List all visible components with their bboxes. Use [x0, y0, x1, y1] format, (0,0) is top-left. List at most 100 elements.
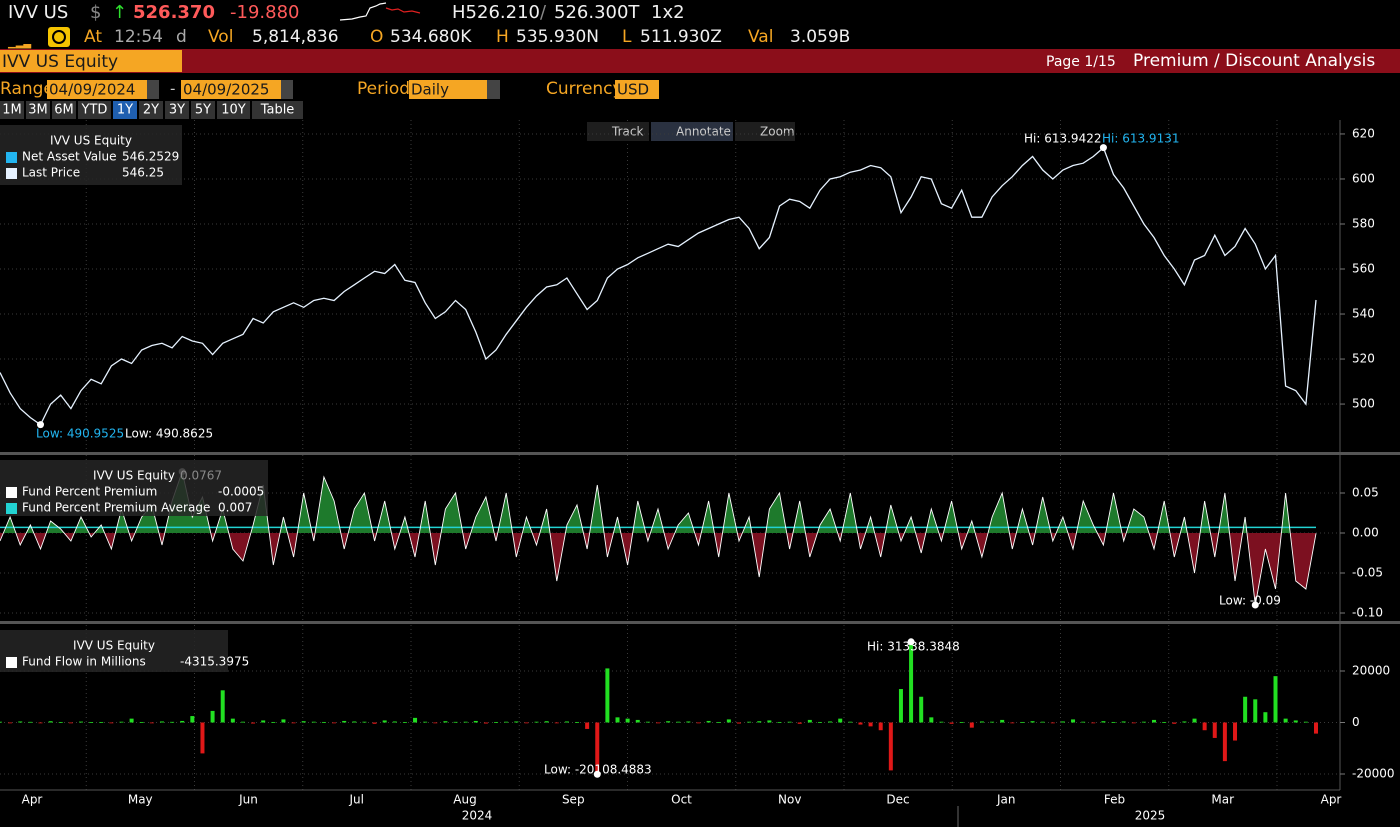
legend-value: -4315.3975 [180, 655, 249, 669]
y-tick-label: -0.05 [1352, 566, 1383, 580]
period-button[interactable] [165, 101, 189, 119]
chart-tool-label[interactable]: Track [611, 125, 643, 139]
flow-bar [1071, 719, 1076, 723]
flow-bar [676, 721, 681, 723]
flow-bar [463, 721, 468, 723]
period-button[interactable] [0, 101, 24, 119]
chart-tool[interactable] [735, 122, 795, 141]
end-input[interactable] [181, 80, 281, 99]
period-button[interactable] [217, 101, 250, 119]
flow-bar [858, 722, 863, 725]
extreme-marker [36, 421, 44, 429]
period-button-label[interactable]: 1M [2, 103, 22, 118]
flow-bar [473, 720, 478, 723]
period-button[interactable] [191, 101, 215, 119]
flow-bar [990, 721, 995, 723]
security-box[interactable] [0, 50, 182, 72]
y-tick-label: 600 [1352, 171, 1375, 185]
open-label: O [370, 27, 383, 47]
flow-bar [321, 721, 326, 723]
title-bar [0, 49, 1400, 73]
y-tick-label: 0.00 [1352, 526, 1379, 540]
flow-bar [716, 721, 721, 723]
period-button-label[interactable]: 2Y [143, 103, 159, 118]
flow-bar [706, 720, 711, 723]
period-button-label[interactable]: 10Y [221, 103, 246, 118]
flow-bar [109, 722, 114, 724]
flow-bar [575, 721, 580, 723]
flow-bar [807, 719, 812, 723]
x-tick-label: Mar [1211, 793, 1234, 807]
period[interactable]: Daily [411, 81, 449, 99]
security[interactable]: IVV US Equity [2, 52, 118, 72]
flow-bar [777, 721, 782, 723]
flow-bar [1303, 721, 1308, 723]
flow-bar [453, 721, 458, 723]
legend-swatch [6, 152, 17, 163]
period-button[interactable] [52, 101, 76, 119]
period-select[interactable] [409, 80, 487, 99]
chart-tool[interactable] [587, 122, 649, 141]
flow-bar [817, 721, 822, 723]
flow-bar [1050, 722, 1055, 724]
y-tick-label: 560 [1352, 262, 1375, 276]
period-button-label[interactable]: Table [260, 103, 295, 118]
y-tick-label: -0.10 [1352, 606, 1383, 620]
extreme-marker [1099, 144, 1107, 152]
y-tick-label: 620 [1352, 126, 1375, 140]
x-tick-label: Jan [996, 793, 1016, 807]
flow-bar [159, 721, 164, 723]
flow-bar [544, 721, 549, 723]
flow-bar [392, 721, 397, 723]
period-button[interactable] [113, 101, 137, 119]
chart-tool-label[interactable]: Annotate [676, 125, 731, 139]
size: 1x2 [651, 2, 685, 23]
alert-icon [48, 27, 70, 47]
flow-bar [969, 722, 974, 728]
bid: H526.210 [452, 2, 540, 23]
currency-code[interactable]: USD [617, 81, 649, 99]
annotation: 0.0767 [180, 469, 222, 483]
period-button-label[interactable]: 3M [28, 103, 48, 118]
legend-name: Fund Percent Premium Average [22, 501, 210, 515]
period-button-label[interactable]: YTD [81, 103, 108, 118]
legend-name: Net Asset Value [22, 150, 116, 164]
flow-bar [888, 722, 893, 771]
chart-tool[interactable] [651, 122, 733, 141]
period-button[interactable] [139, 101, 163, 119]
period-button[interactable] [78, 101, 111, 119]
currency-select[interactable] [615, 80, 659, 99]
flow-bar [99, 721, 104, 723]
end-calendar[interactable] [281, 80, 293, 99]
arrow: ↑ [112, 2, 127, 23]
x-tick-label: Apr [1321, 793, 1342, 807]
legend-value: 546.2529 [122, 150, 179, 164]
period-button[interactable] [26, 101, 50, 119]
flow-bar [372, 722, 377, 724]
flow-bar [180, 720, 185, 723]
flow-bar [1030, 721, 1035, 723]
period-button[interactable] [252, 101, 303, 119]
flow-bar [939, 721, 944, 723]
time: 12:54 [114, 27, 163, 47]
flow-bar [1152, 719, 1157, 723]
chart-tool-label[interactable]: Zoom [760, 125, 795, 139]
flow-bar [1182, 721, 1187, 723]
period-button-label[interactable]: 5Y [195, 103, 211, 118]
flow-bar [1263, 712, 1268, 723]
start-date[interactable]: 04/09/2024 [49, 81, 135, 99]
period-button-label[interactable]: 3Y [169, 103, 185, 118]
currency-label: Currency [546, 79, 623, 99]
flow-bar [190, 716, 195, 723]
period-button-label[interactable]: 6M [54, 103, 74, 118]
flow-bar [635, 719, 640, 723]
period-dropdown[interactable] [487, 80, 500, 99]
change: -19.880 [230, 2, 299, 23]
flow-bar [848, 721, 853, 723]
start-calendar[interactable] [147, 80, 159, 99]
start-input[interactable] [47, 80, 147, 99]
end-date[interactable]: 04/09/2025 [183, 81, 269, 99]
flow-bar [311, 721, 316, 723]
annotation: Hi: 31338.3848 [867, 640, 960, 654]
period-button-label[interactable]: 1Y [117, 103, 133, 118]
